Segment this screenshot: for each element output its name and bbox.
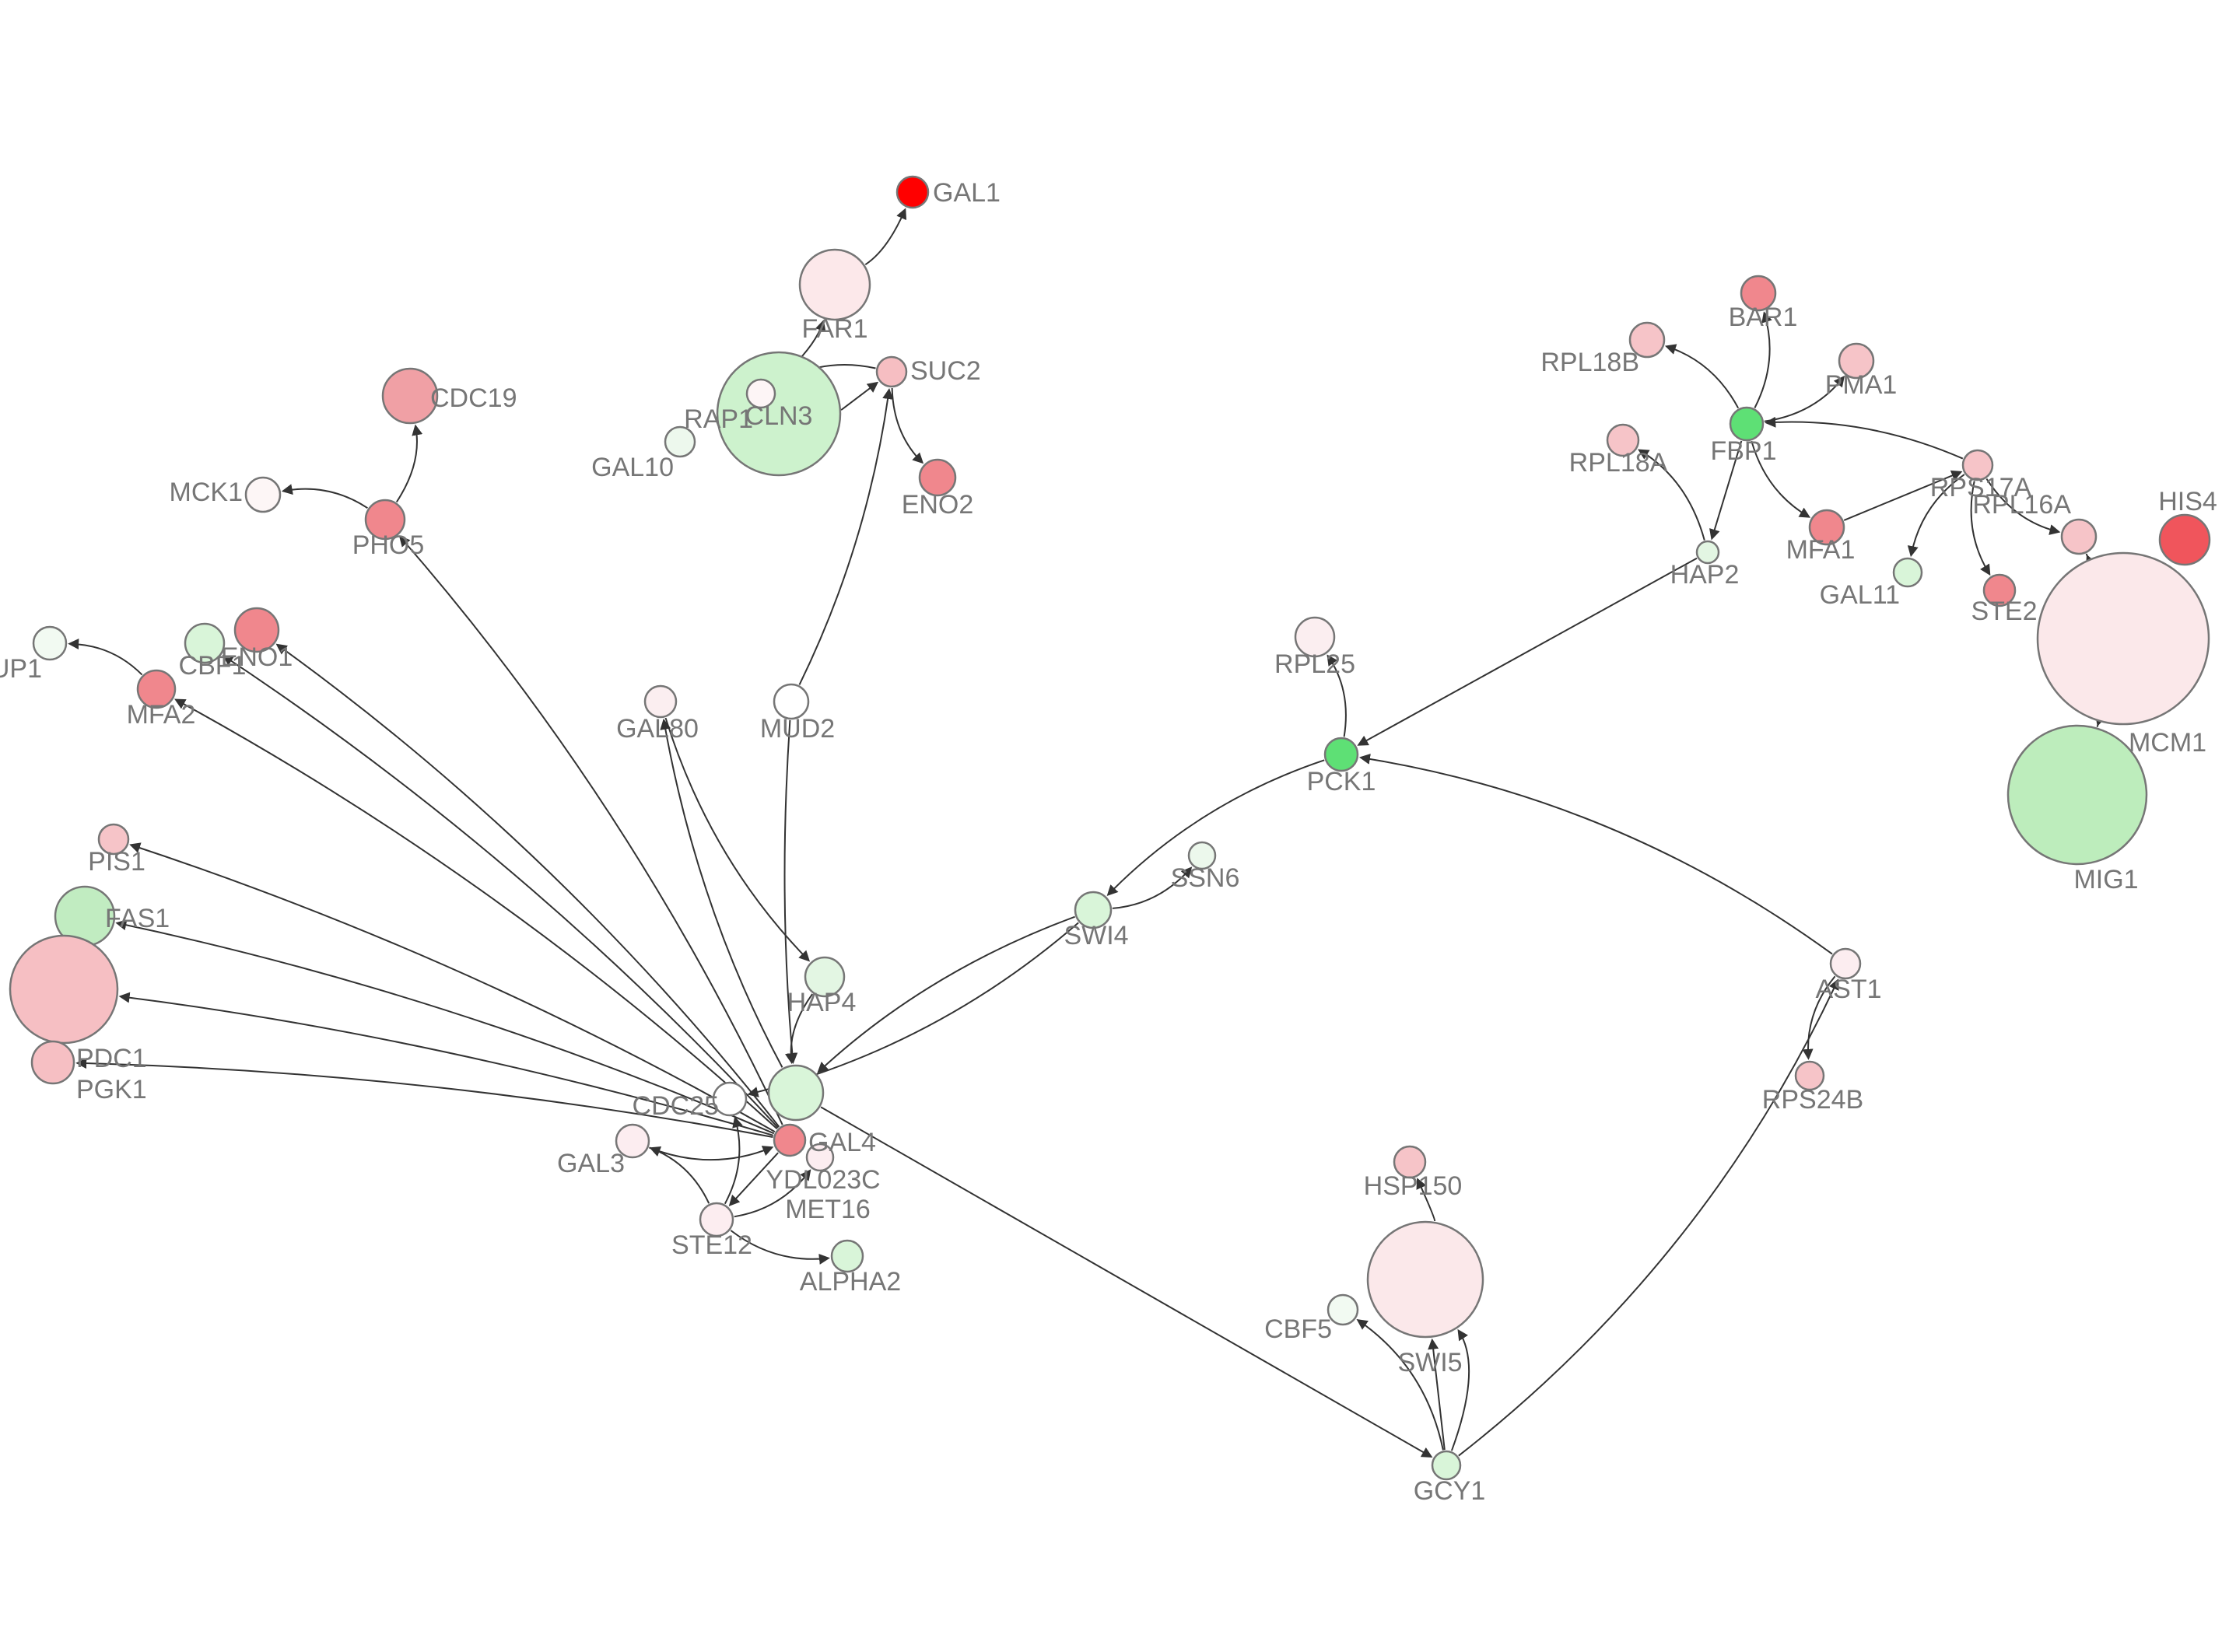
svg-text:STE2: STE2 — [1971, 597, 2037, 626]
svg-text:MUD2: MUD2 — [760, 714, 835, 744]
svg-text:MFA1: MFA1 — [1786, 535, 1856, 565]
svg-text:RAP1: RAP1 — [684, 404, 753, 434]
svg-text:GAL1: GAL1 — [933, 178, 1001, 208]
svg-text:GCY1: GCY1 — [1414, 1476, 1486, 1506]
svg-text:SUC2: SUC2 — [910, 356, 981, 386]
svg-text:HSP150: HSP150 — [1364, 1171, 1463, 1201]
svg-text:TUP1: TUP1 — [0, 654, 42, 684]
svg-text:GAL10: GAL10 — [591, 453, 674, 482]
svg-text:CBF5: CBF5 — [1264, 1314, 1332, 1344]
svg-text:FAR1: FAR1 — [801, 314, 867, 344]
svg-text:GAL80: GAL80 — [616, 714, 699, 744]
svg-text:PIS1: PIS1 — [88, 847, 145, 877]
svg-text:GAL4: GAL4 — [808, 1128, 876, 1157]
svg-text:PGK1: PGK1 — [76, 1075, 147, 1104]
svg-text:RPL18B: RPL18B — [1540, 348, 1639, 377]
svg-text:MET16: MET16 — [785, 1195, 871, 1224]
svg-text:GAL3: GAL3 — [557, 1149, 625, 1178]
svg-text:FBP1: FBP1 — [1710, 436, 1776, 466]
svg-text:RPL16A: RPL16A — [1972, 490, 2071, 520]
svg-text:CBF1: CBF1 — [179, 651, 247, 681]
svg-text:HAP2: HAP2 — [1670, 560, 1740, 590]
svg-text:PHO5: PHO5 — [352, 530, 425, 560]
svg-text:ALPHA2: ALPHA2 — [800, 1267, 901, 1297]
svg-text:PDC1: PDC1 — [76, 1044, 147, 1073]
svg-text:MCK1: MCK1 — [170, 478, 243, 507]
svg-text:HIS4: HIS4 — [2158, 487, 2217, 516]
svg-text:MCM1: MCM1 — [2129, 728, 2206, 758]
svg-text:AST1: AST1 — [1815, 975, 1881, 1004]
svg-text:RPL18A: RPL18A — [1569, 448, 1668, 478]
svg-text:MIG1: MIG1 — [2073, 865, 2138, 894]
svg-text:STE12: STE12 — [671, 1230, 752, 1260]
svg-text:CDC19: CDC19 — [430, 383, 517, 413]
svg-text:SWI4: SWI4 — [1064, 921, 1128, 950]
svg-text:PCK1: PCK1 — [1307, 767, 1376, 796]
svg-text:ENO2: ENO2 — [902, 490, 974, 520]
svg-text:SWI5: SWI5 — [1397, 1348, 1462, 1377]
svg-text:RPL25: RPL25 — [1274, 649, 1355, 679]
svg-text:CLN3: CLN3 — [745, 401, 813, 431]
svg-text:HAP4: HAP4 — [787, 988, 857, 1017]
svg-text:YDL023C: YDL023C — [766, 1165, 880, 1195]
svg-text:RPS24B: RPS24B — [1762, 1085, 1863, 1115]
svg-text:SSN6: SSN6 — [1171, 863, 1240, 893]
svg-text:PMA1: PMA1 — [1825, 370, 1898, 400]
svg-text:BAR1: BAR1 — [1729, 303, 1798, 332]
svg-text:GAL11: GAL11 — [1820, 580, 1900, 610]
svg-text:MFA2: MFA2 — [127, 700, 196, 730]
svg-text:CDC25: CDC25 — [633, 1091, 719, 1121]
svg-text:FAS1: FAS1 — [105, 904, 170, 933]
